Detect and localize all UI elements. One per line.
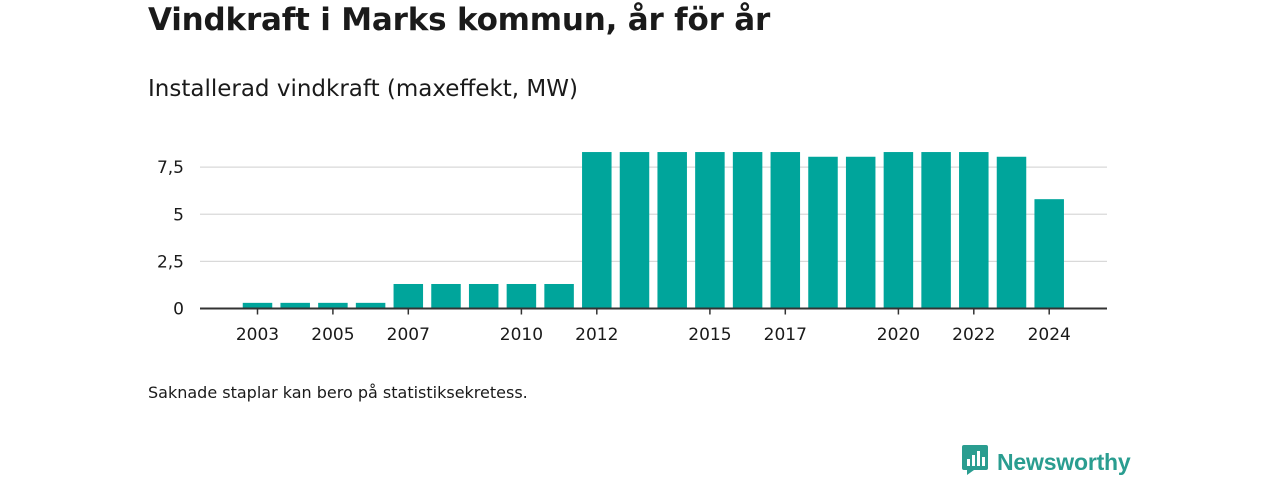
bar-2006 bbox=[355, 302, 386, 309]
bar-2013 bbox=[619, 152, 650, 309]
footnote: Saknade staplar kan bero på statistiksek… bbox=[148, 383, 528, 402]
bars bbox=[242, 152, 1064, 309]
y-tick-label: 0 bbox=[173, 300, 184, 320]
newsworthy-logo-icon bbox=[961, 444, 989, 480]
bar-2011 bbox=[544, 283, 574, 309]
bar-2014 bbox=[657, 152, 687, 309]
bar-2022 bbox=[959, 152, 989, 309]
bar-2018 bbox=[808, 156, 838, 309]
bar-2007 bbox=[393, 283, 424, 309]
bar-2004 bbox=[280, 302, 310, 309]
bar-2012 bbox=[582, 152, 612, 309]
chart-title: Vindkraft i Marks kommun, år för år bbox=[148, 2, 771, 38]
y-axis: 0 2,5 5 7,5 bbox=[157, 158, 184, 319]
x-axis: 2003 2005 2007 2010 2012 2015 2017 2020 2022 2024 bbox=[200, 307, 1107, 345]
bar-2019 bbox=[845, 156, 876, 309]
x-tick-label: 2020 bbox=[877, 325, 920, 345]
x-tick-label: 2005 bbox=[311, 325, 354, 345]
y-tick-label: 2,5 bbox=[157, 252, 184, 272]
bar-2010 bbox=[506, 283, 537, 309]
grid-lines bbox=[200, 166, 1107, 262]
bar-2024 bbox=[1034, 199, 1064, 309]
x-tick-label: 2003 bbox=[236, 325, 279, 345]
chart-subtitle: Installerad vindkraft (maxeffekt, MW) bbox=[148, 76, 578, 102]
x-tick-label: 2022 bbox=[952, 325, 995, 345]
bar-2009 bbox=[468, 283, 499, 309]
bar-chart: 0 2,5 5 7,5 2003 2005 2007 2010 2012 2015 2017 202… bbox=[157, 152, 1107, 345]
bar-2023 bbox=[996, 156, 1027, 309]
x-tick-label: 2015 bbox=[688, 325, 731, 345]
y-tick-label: 7,5 bbox=[157, 158, 184, 178]
brand-logo[interactable]: Newsworthy bbox=[961, 444, 1131, 480]
bar-2016 bbox=[732, 152, 763, 309]
bar-2017 bbox=[770, 152, 801, 309]
bar-2008 bbox=[431, 283, 461, 309]
x-tick-label: 2007 bbox=[387, 325, 430, 345]
x-tick-label: 2017 bbox=[764, 325, 807, 345]
bar-2021 bbox=[921, 152, 951, 309]
x-tick-label: 2010 bbox=[500, 325, 543, 345]
brand-name: Newsworthy bbox=[997, 448, 1131, 475]
bar-2003 bbox=[242, 302, 273, 309]
bar-2005 bbox=[318, 302, 348, 309]
x-tick-label: 2024 bbox=[1028, 325, 1071, 345]
x-tick-label: 2012 bbox=[575, 325, 618, 345]
bar-2020 bbox=[883, 152, 914, 309]
bar-2015 bbox=[695, 152, 725, 309]
y-tick-label: 5 bbox=[173, 205, 184, 225]
